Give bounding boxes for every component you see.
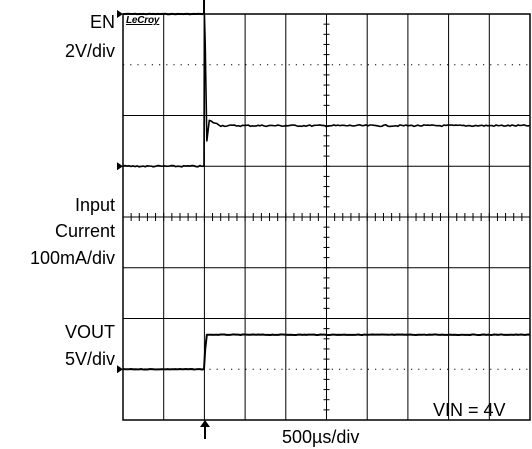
channel-vout-name: VOUT: [64, 322, 115, 342]
channel-vout-scale: 5V/div: [64, 349, 115, 369]
channel-current-name-line1: Input: [74, 195, 115, 215]
trace-input-current: [122, 13, 531, 168]
channel-marker-icon: [117, 162, 123, 171]
condition-label: VIN = 4V: [433, 400, 506, 420]
channel-en-name: EN: [89, 12, 115, 32]
channel-en-scale: 2V/div: [64, 41, 115, 61]
timebase-label: 500µs/div: [282, 427, 360, 447]
channel-current-scale: 100mA/div: [29, 248, 115, 268]
channel-marker-icon: [117, 10, 123, 18]
trace-vout: [122, 333, 531, 371]
waveform-traces: [117, 0, 531, 374]
graticule-grid: [122, 13, 531, 421]
trigger-arrow-icon: [200, 420, 210, 439]
channel-marker-icon: [117, 365, 123, 374]
brand-logo: LeCroy: [126, 15, 160, 26]
channel-current-name-line2: Current: [54, 221, 115, 241]
trace-en: [122, 0, 206, 16]
